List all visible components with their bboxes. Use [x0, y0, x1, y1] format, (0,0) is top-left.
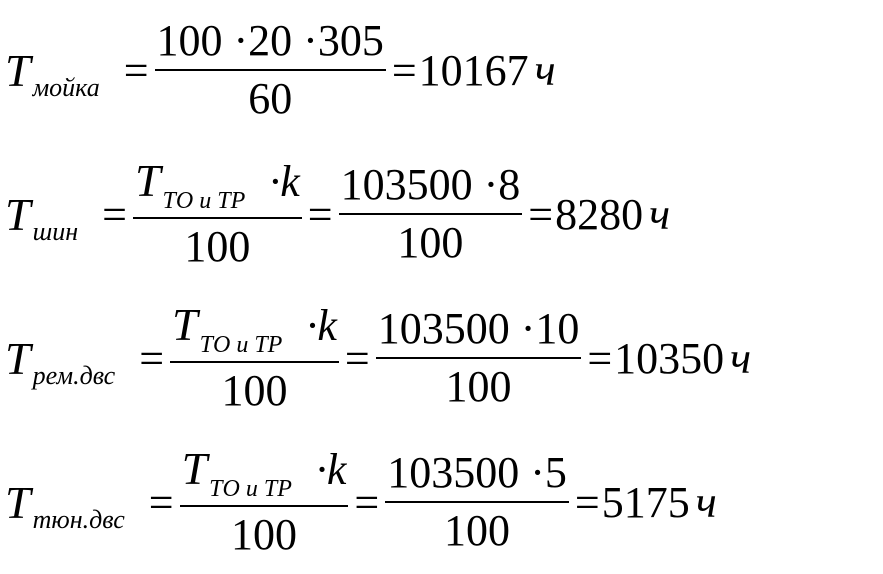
fraction: 103500 ·8 100: [338, 157, 523, 271]
fraction: TТО и ТР ·k 100: [170, 297, 339, 419]
numerator-text: 103500 ·10: [377, 304, 580, 353]
denominator: 100: [375, 357, 582, 415]
numerator: 103500 ·10: [376, 301, 582, 357]
symbol: T: [134, 155, 161, 206]
numerator-text: 103500 ·8: [340, 160, 521, 209]
symbol: T: [181, 443, 208, 494]
subscript: шин: [32, 217, 79, 246]
equals: =: [391, 45, 417, 95]
denominator: 100: [179, 505, 349, 563]
unit: ч: [649, 189, 671, 239]
symbol: T: [5, 476, 31, 528]
unit: ч: [534, 45, 556, 95]
factor: ·k: [306, 301, 337, 350]
symbol: T: [172, 299, 198, 350]
equals: =: [574, 477, 600, 527]
numerator: 103500 ·5: [385, 445, 569, 501]
equals: =: [148, 477, 174, 527]
numerator-text: 103500 ·5: [387, 448, 567, 497]
denominator: 100: [132, 217, 302, 275]
subscript: мойка: [32, 73, 100, 102]
subscript: тюн.двс: [32, 505, 125, 534]
subscript: рем.двс: [32, 361, 116, 390]
numerator: TТО и ТР ·k: [180, 441, 349, 505]
result: 8280: [555, 189, 644, 239]
equals: =: [344, 333, 370, 383]
denominator: 100: [338, 213, 523, 271]
factor: ·k: [315, 445, 347, 494]
equals: =: [587, 333, 613, 383]
equals: =: [307, 189, 333, 239]
result: 5175: [601, 477, 690, 527]
fraction: 100 ·20 ·305 60: [154, 13, 386, 127]
subscript: ТО и ТР: [209, 476, 292, 502]
unit: ч: [730, 333, 752, 383]
denominator: 100: [170, 361, 339, 419]
denominator: 100: [385, 501, 569, 559]
numerator: TТО и ТР ·k: [133, 153, 302, 217]
fraction: TТО и ТР ·k 100: [179, 441, 349, 563]
symbol: T: [5, 332, 31, 384]
numerator: 103500 ·8: [339, 157, 523, 213]
equals: =: [354, 477, 380, 527]
fraction: 103500 ·5 100: [385, 445, 569, 559]
result: 10350: [614, 333, 725, 383]
fraction: 103500 ·10 100: [375, 301, 582, 415]
equals: =: [102, 189, 127, 239]
numerator-text: 100 ·20 ·305: [156, 16, 384, 65]
equals: =: [528, 189, 554, 239]
numerator: 100 ·20 ·305: [155, 13, 386, 69]
equals: =: [123, 45, 149, 95]
subscript: ТО и ТР: [199, 332, 283, 358]
result: 10167: [418, 45, 529, 95]
symbol: T: [5, 44, 31, 96]
symbol: T: [5, 188, 31, 240]
numerator: TТО и ТР ·k: [170, 297, 339, 361]
subscript: ТО и ТР: [162, 188, 246, 214]
equals: =: [139, 333, 165, 383]
factor: ·k: [269, 157, 300, 206]
unit: ч: [695, 477, 717, 527]
fraction: TТО и ТР ·k 100: [132, 153, 302, 275]
denominator: 60: [154, 69, 386, 127]
